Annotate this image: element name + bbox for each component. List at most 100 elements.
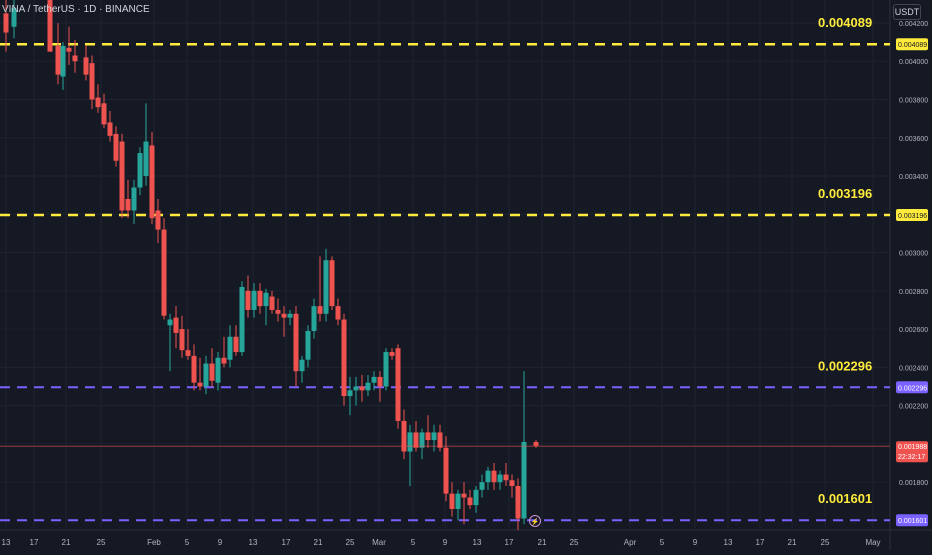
candle[interactable] [341, 313, 347, 406]
candle-body[interactable] [239, 287, 245, 353]
event-marker-circle[interactable] [529, 515, 541, 527]
candle-body[interactable] [275, 309, 281, 314]
candle[interactable] [395, 344, 401, 429]
candle[interactable] [413, 420, 419, 452]
candle-body[interactable] [305, 331, 311, 360]
candle[interactable] [60, 42, 66, 90]
candle[interactable] [269, 290, 275, 314]
candle-body[interactable] [371, 376, 377, 383]
candle-body[interactable] [383, 352, 389, 387]
candle[interactable] [497, 470, 503, 490]
candle[interactable] [275, 298, 281, 322]
candle-body[interactable] [317, 306, 323, 314]
candle-body[interactable] [341, 319, 347, 397]
candle[interactable] [155, 198, 161, 243]
candle[interactable] [287, 309, 293, 326]
candle-body[interactable] [395, 348, 401, 421]
candle[interactable] [383, 348, 389, 391]
candle-body[interactable] [533, 441, 539, 446]
candle[interactable] [167, 313, 173, 372]
candle[interactable] [83, 45, 89, 81]
current-price-badge[interactable] [896, 441, 928, 463]
candle[interactable] [179, 315, 185, 358]
candle[interactable] [449, 482, 455, 517]
candle-body[interactable] [257, 290, 263, 307]
candle-body[interactable] [425, 432, 431, 441]
candle-body[interactable] [233, 336, 239, 353]
candle[interactable] [491, 463, 497, 490]
candle-body[interactable] [281, 313, 287, 318]
candle[interactable] [203, 355, 209, 395]
candle[interactable] [359, 375, 365, 402]
candle[interactable] [185, 329, 191, 360]
candle-body[interactable] [215, 357, 221, 383]
candle[interactable] [101, 93, 107, 129]
candle-body[interactable] [419, 432, 425, 448]
candle-body[interactable] [137, 153, 143, 188]
candle[interactable] [389, 348, 395, 360]
candle-body[interactable] [55, 45, 61, 75]
candle[interactable] [455, 489, 461, 521]
candle-body[interactable] [359, 386, 365, 391]
candle-body[interactable] [66, 47, 72, 52]
candle-body[interactable] [227, 336, 233, 360]
candle[interactable] [407, 424, 413, 486]
candle-body[interactable] [449, 493, 455, 509]
candle-body[interactable] [509, 480, 515, 486]
candle[interactable] [239, 281, 245, 356]
candle[interactable] [479, 474, 485, 498]
candle-body[interactable] [479, 482, 485, 490]
candle[interactable] [329, 256, 335, 310]
candle-body[interactable] [83, 57, 89, 75]
candle-body[interactable] [365, 382, 371, 391]
time-axis[interactable]: 13 17 21 25 Feb 5 9 13 17 21 25 Mar 5 9 13 17 21 25 Apr 5 9 1… [2, 538, 881, 547]
candle[interactable] [113, 126, 119, 167]
candle[interactable] [437, 424, 443, 452]
candle[interactable] [119, 133, 125, 219]
candle[interactable] [137, 147, 143, 196]
candle[interactable] [143, 103, 149, 186]
candle[interactable] [227, 325, 233, 368]
candle-body[interactable] [221, 357, 227, 364]
candle-body[interactable] [497, 474, 503, 483]
candle-body[interactable] [119, 141, 125, 211]
candle-body[interactable] [443, 447, 449, 494]
candle-body[interactable] [293, 313, 299, 372]
candle-body[interactable] [113, 133, 119, 161]
candle[interactable] [221, 336, 227, 368]
candle[interactable] [215, 352, 221, 391]
candle-body[interactable] [263, 292, 269, 307]
candle[interactable] [233, 325, 239, 356]
event-marker[interactable]: ⚡ [529, 515, 541, 527]
candle-body[interactable] [353, 386, 359, 391]
candle[interactable] [89, 55, 95, 110]
candle[interactable] [191, 344, 197, 391]
level-lines[interactable]: 0.004089 0.003196 0.002296 0.001601 [0, 15, 890, 522]
candle[interactable] [47, 0, 53, 52]
candle-body[interactable] [413, 432, 419, 448]
candle-body[interactable] [72, 55, 78, 62]
candle-body[interactable] [431, 432, 437, 441]
candle[interactable] [323, 248, 329, 322]
candle[interactable] [173, 306, 179, 349]
candle[interactable] [515, 478, 521, 530]
candle-body[interactable] [125, 198, 131, 211]
candle[interactable] [353, 376, 359, 406]
candle[interactable] [485, 466, 491, 490]
candle-body[interactable] [107, 122, 113, 136]
currency-badge[interactable]: USDT [893, 4, 921, 20]
candle-body[interactable] [143, 141, 149, 177]
candle[interactable] [55, 22, 61, 85]
price-axis[interactable]: 0.004200 0.004000 0.003800 0.003600 0.003400… [896, 21, 928, 527]
candle[interactable] [347, 376, 353, 416]
candle-body[interactable] [461, 493, 467, 498]
candle[interactable] [443, 436, 449, 502]
candle-body[interactable] [473, 489, 479, 506]
candle-body[interactable] [299, 359, 305, 372]
candle[interactable] [299, 355, 305, 383]
candle[interactable] [66, 26, 72, 66]
candle-body[interactable] [197, 382, 203, 387]
candle-body[interactable] [167, 319, 173, 326]
candle[interactable] [425, 415, 431, 448]
candle-body[interactable] [377, 376, 383, 387]
